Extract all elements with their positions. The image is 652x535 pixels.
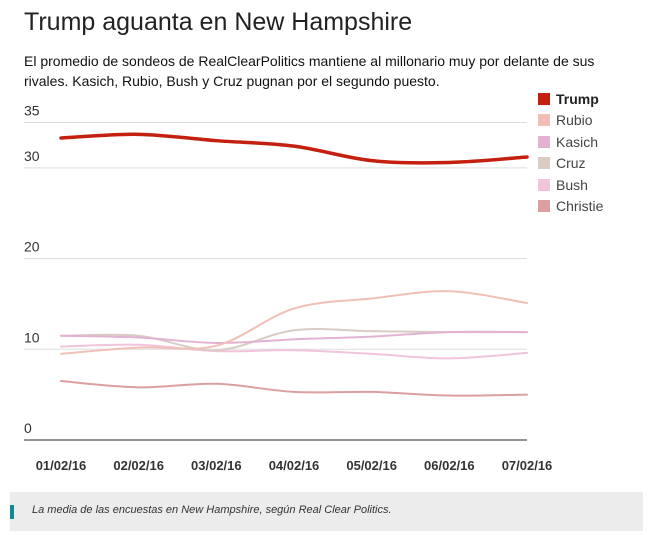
series-line-trump <box>59 132 529 165</box>
caption-text: La media de las encuestas en New Hampshi… <box>32 504 392 516</box>
legend-item-rubio: Rubio <box>538 110 603 132</box>
y-tick-label: 20 <box>24 239 40 255</box>
legend-label: Bush <box>556 176 588 193</box>
x-tick-label: 04/02/16 <box>269 458 320 473</box>
legend-label: Cruz <box>556 155 586 172</box>
x-tick-label: 05/02/16 <box>346 458 397 473</box>
legend-swatch <box>538 135 550 148</box>
legend-swatch <box>538 200 550 213</box>
y-tick-label: 35 <box>24 103 40 119</box>
x-tick-label: 03/02/16 <box>191 458 242 473</box>
legend-item-bush: Bush <box>538 174 603 196</box>
x-tick-label: 06/02/16 <box>424 458 475 473</box>
caption-box: La media de las encuestas en New Hampshi… <box>10 492 643 531</box>
legend-swatch <box>538 92 550 105</box>
legend-label: Trump <box>556 90 599 107</box>
legend-label: Rubio <box>556 112 593 129</box>
x-tick-label: 01/02/16 <box>36 458 87 473</box>
y-tick-label: 30 <box>24 148 40 164</box>
legend-item-christie: Christie <box>538 196 603 218</box>
legend-label: Kasich <box>556 133 599 150</box>
series-line-bush <box>60 343 528 360</box>
caption-accent-bar <box>10 505 14 519</box>
x-tick-label: 02/02/16 <box>113 458 164 473</box>
legend-swatch <box>538 157 550 170</box>
chart-title: Trump aguanta en New Hampshire <box>24 8 413 36</box>
y-tick-label: 0 <box>24 420 32 436</box>
legend-item-trump: Trump <box>538 88 603 110</box>
legend-swatch <box>538 178 550 191</box>
y-tick-label: 10 <box>24 329 40 345</box>
legend-label: Christie <box>556 198 604 215</box>
legend-swatch <box>538 114 550 127</box>
legend-item-kasich: Kasich <box>538 131 603 153</box>
series-line-kasich <box>60 330 528 344</box>
series-line-christie <box>60 380 528 397</box>
series-line-rubio <box>60 290 528 355</box>
chart-subtitle: El promedio de sondeos de RealClearPolit… <box>24 53 595 89</box>
line-chart: 0 10 20 30 35 01/02/16 02/02/16 03/02/16 04/02/1… <box>24 103 553 473</box>
legend: Trump Rubio Kasich Cruz Bush Christie <box>538 88 603 217</box>
legend-item-cruz: Cruz <box>538 153 603 175</box>
x-tick-label: 07/02/16 <box>502 458 553 473</box>
